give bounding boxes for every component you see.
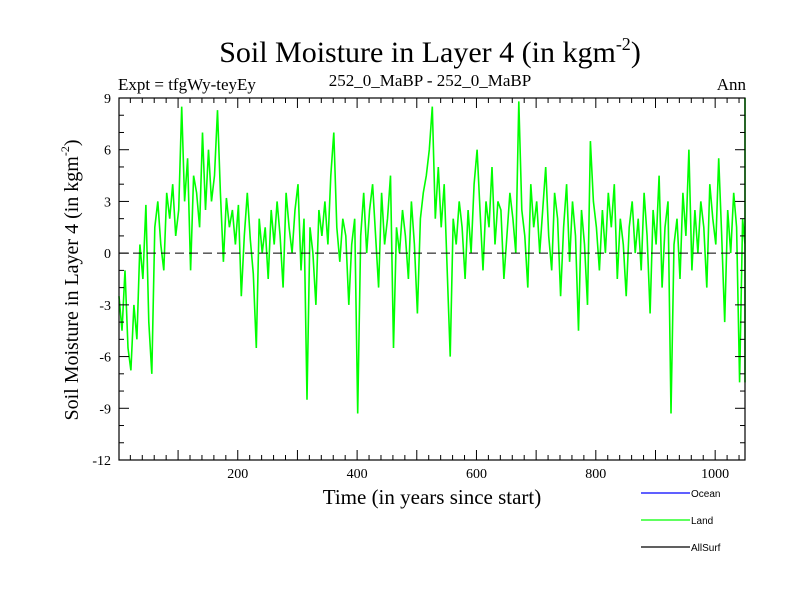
y-tick-label: -3 (99, 299, 111, 314)
legend-label-ocean: Ocean (691, 489, 720, 500)
y-tick-label: -12 (92, 454, 111, 469)
chart-title-superscript: -2 (616, 34, 631, 54)
experiment-label: Expt = tfgWy-teyEy (118, 75, 256, 94)
season-label: Ann (717, 75, 747, 94)
x-axis-ticks: 200 400 600 800 1000 (129, 98, 740, 482)
y-axis-label: Soil Moisture in Layer 4 (in kgm-2) (58, 139, 83, 420)
x-tick-label: 200 (227, 467, 248, 482)
svg-text:Soil Moisture in Layer 4 (in k: Soil Moisture in Layer 4 (in kgm-2) (58, 139, 83, 420)
x-axis-label: Time (in years since start) (323, 485, 542, 509)
chart-legend: Ocean Land AllSurf (641, 489, 721, 554)
chart-title: Soil Moisture in Layer 4 (in kgm-2) (219, 34, 641, 69)
chart-title-close: ) (631, 36, 641, 69)
experiment-comparison-label: 252_0_MaBP - 252_0_MaBP (329, 71, 531, 90)
svg-text:Soil Moisture in Layer 4 (in k: Soil Moisture in Layer 4 (in kgm-2) (219, 34, 641, 69)
y-tick-label: 0 (104, 247, 111, 262)
plot-frame (118, 97, 746, 461)
legend-label-land: Land (691, 516, 713, 527)
y-axis-ticks: -12 -9 -6 -3 0 3 6 9 (92, 92, 745, 469)
legend-label-allsurf: AllSurf (691, 543, 721, 554)
y-axis-label-superscript: -2 (58, 146, 72, 156)
x-tick-label: 400 (347, 467, 368, 482)
y-axis-label-main: Soil Moisture in Layer 4 (in kgm (61, 156, 83, 421)
x-tick-label: 1000 (701, 467, 729, 482)
y-tick-label: 3 (104, 195, 111, 210)
x-tick-label: 800 (585, 467, 606, 482)
y-tick-label: 6 (104, 144, 111, 159)
series-line-land (118, 98, 746, 414)
y-axis-label-close: ) (61, 139, 83, 146)
y-tick-label: 9 (104, 92, 111, 107)
plot-series-group (118, 98, 746, 414)
y-tick-label: -9 (99, 402, 111, 417)
y-tick-label: -6 (99, 351, 111, 366)
chart-title-main: Soil Moisture in Layer 4 (in kgm (219, 36, 616, 69)
x-tick-label: 600 (466, 467, 487, 482)
